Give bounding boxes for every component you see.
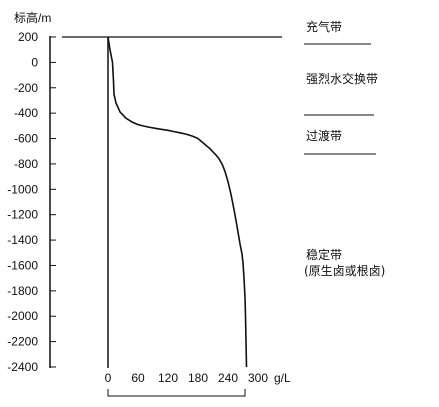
x-axis-label: g/L	[274, 371, 291, 385]
y-axis-ticks: 200 0 -200 -400 -600 -800 -1000 -1200 -1400 -1600…	[7, 30, 56, 374]
x-tick-label: 240	[218, 371, 238, 385]
y-tick-label: 200	[18, 30, 38, 44]
y-tick-label: -1000	[7, 182, 38, 196]
y-axis-label: 标高/m	[14, 10, 51, 25]
y-tick-label: -600	[14, 132, 38, 146]
x-axis-bracket	[107, 389, 246, 397]
y-tick-label: -1200	[7, 208, 38, 222]
x-tick-label: 120	[158, 371, 178, 385]
y-tick-label: -1800	[7, 284, 38, 298]
series-line	[107, 36, 248, 368]
zone-label-air-belt: 充气带	[306, 19, 342, 34]
y-tick-label: -1600	[7, 258, 38, 272]
x-tick-label: 300	[248, 371, 268, 385]
y-tick-label: -2400	[7, 360, 38, 374]
x-axis-ticks: 0 60 120 180 240 300	[105, 371, 269, 385]
x-tick-label: 0	[105, 371, 112, 385]
zone-label-transition: 过渡带	[306, 128, 342, 143]
zone-legend: 充气带 强烈水交换带 过渡带 稳定带 (原生卤或根卤)	[304, 19, 385, 278]
y-tick-label: -2000	[7, 309, 38, 323]
zone-label-active-exchange: 强烈水交换带	[306, 71, 378, 86]
y-tick-label: -200	[14, 81, 38, 95]
y-tick-label: -800	[14, 157, 38, 171]
zone-label-stable: 稳定带	[306, 247, 342, 262]
x-tick-label: 60	[131, 371, 145, 385]
zone-label-stable-note: (原生卤或根卤)	[304, 264, 385, 278]
y-tick-label: 0	[31, 55, 38, 69]
x-tick-label: 180	[188, 371, 208, 385]
y-tick-label: -1400	[7, 233, 38, 247]
y-tick-label: -400	[14, 106, 38, 120]
y-tick-label: -2200	[7, 335, 38, 349]
